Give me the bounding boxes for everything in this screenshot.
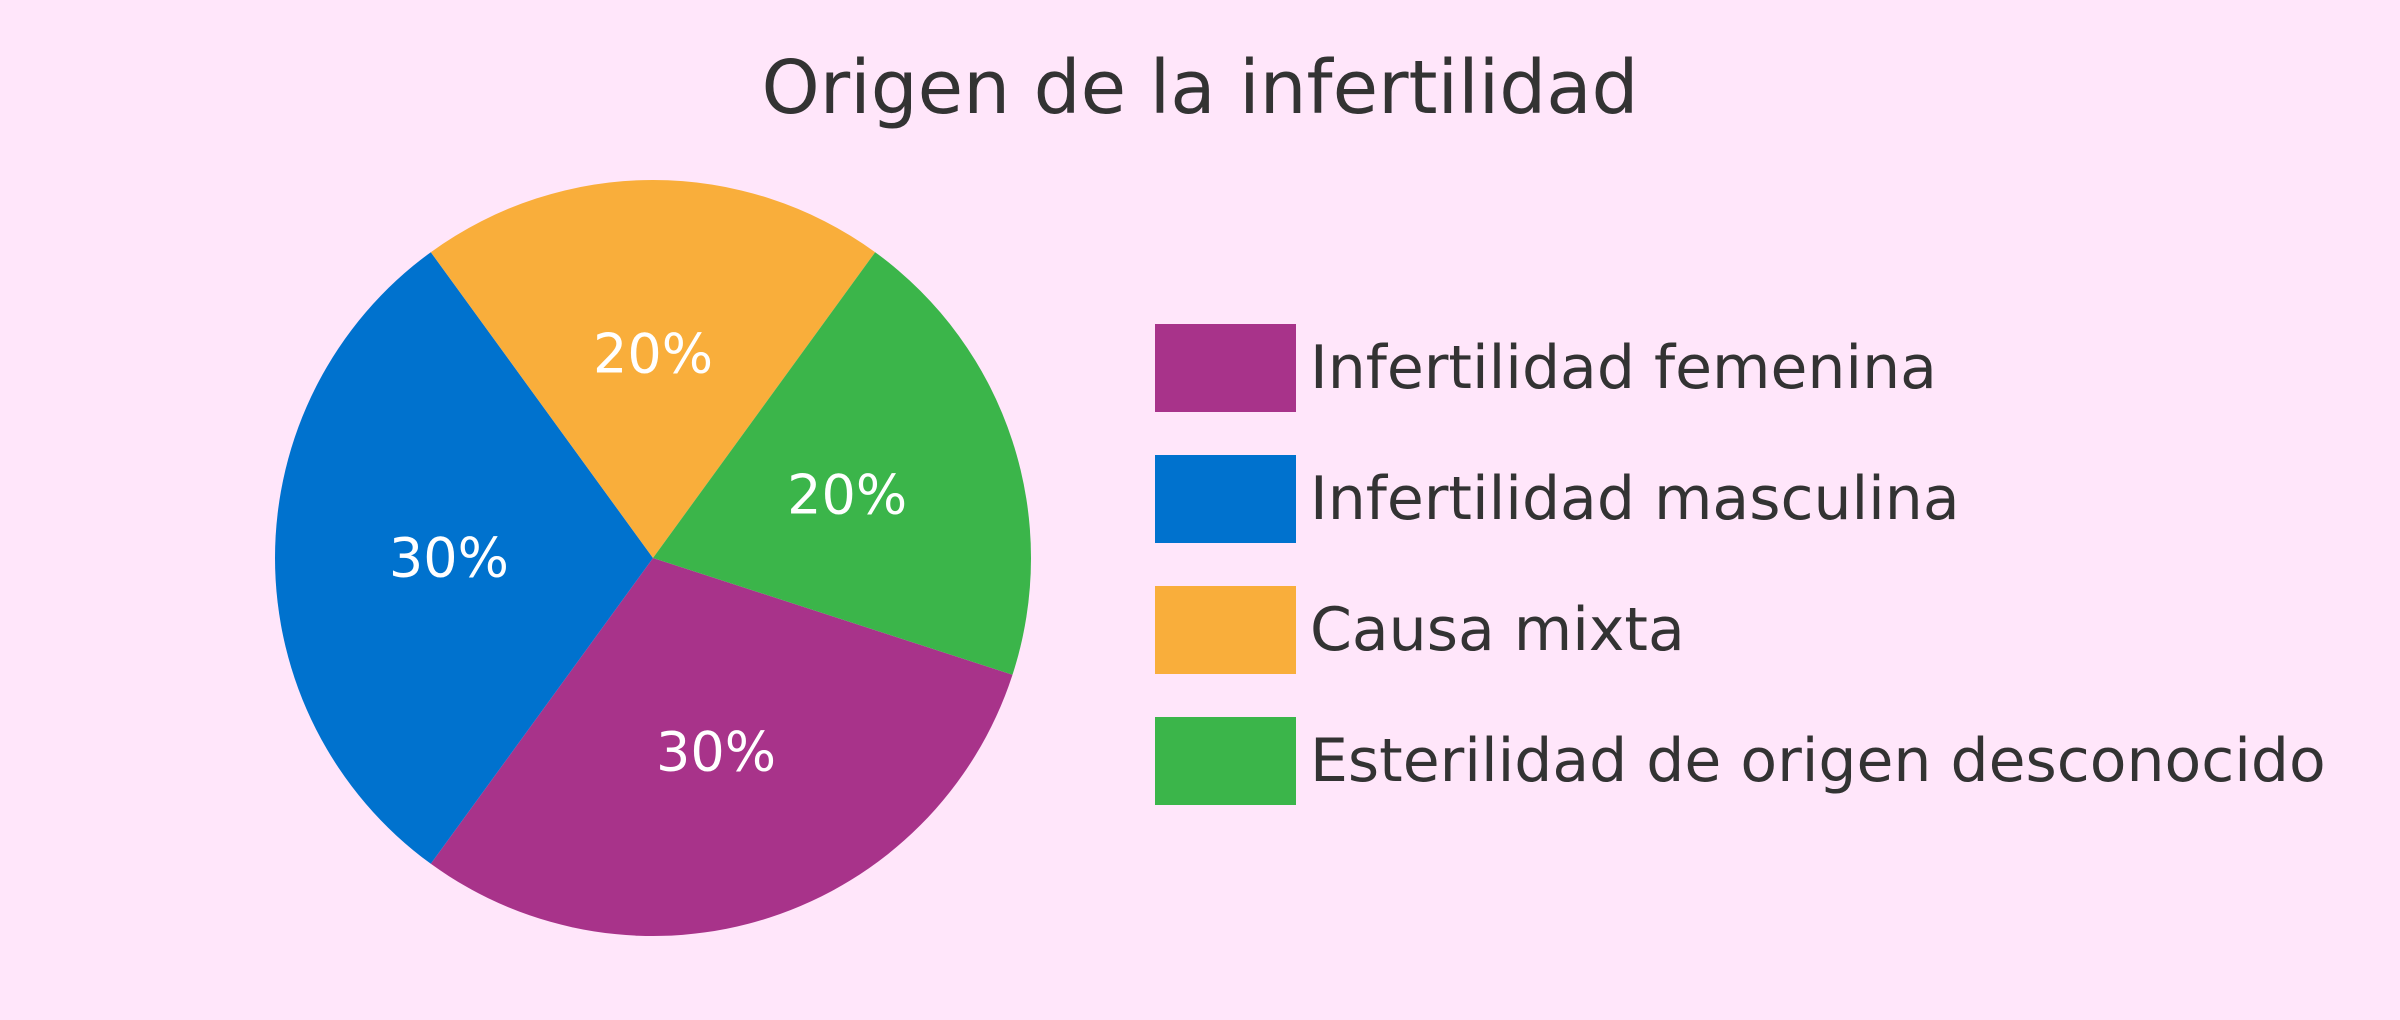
chart-title: Origen de la infertilidad [761, 45, 1639, 131]
legend-swatch-desconocido [1155, 717, 1296, 805]
slice-label-desconocido: 20% [787, 463, 907, 526]
legend-swatch-masculina [1155, 455, 1296, 543]
legend: Infertilidad femenina Infertilidad mascu… [1155, 324, 2326, 848]
legend-label-desconocido: Esterilidad de origen desconocido [1310, 726, 2326, 796]
legend-swatch-femenina [1155, 324, 1296, 412]
slice-label-masculina: 30% [389, 527, 509, 590]
legend-item-masculina: Infertilidad masculina [1155, 455, 2326, 543]
legend-label-mixta: Causa mixta [1310, 595, 1685, 665]
pie-slice-masculina [275, 252, 653, 864]
slice-label-femenina: 30% [656, 721, 776, 784]
legend-swatch-mixta [1155, 586, 1296, 674]
legend-label-masculina: Infertilidad masculina [1310, 464, 1960, 534]
pie-slice-femenina [430, 558, 1013, 936]
legend-label-femenina: Infertilidad femenina [1310, 333, 1937, 403]
pie-slice-mixta [430, 180, 876, 559]
pie-slice-desconocido [653, 252, 1031, 675]
slice-label-mixta: 20% [593, 322, 713, 385]
legend-item-desconocido: Esterilidad de origen desconocido [1155, 717, 2326, 805]
legend-item-mixta: Causa mixta [1155, 586, 2326, 674]
legend-item-femenina: Infertilidad femenina [1155, 324, 2326, 412]
